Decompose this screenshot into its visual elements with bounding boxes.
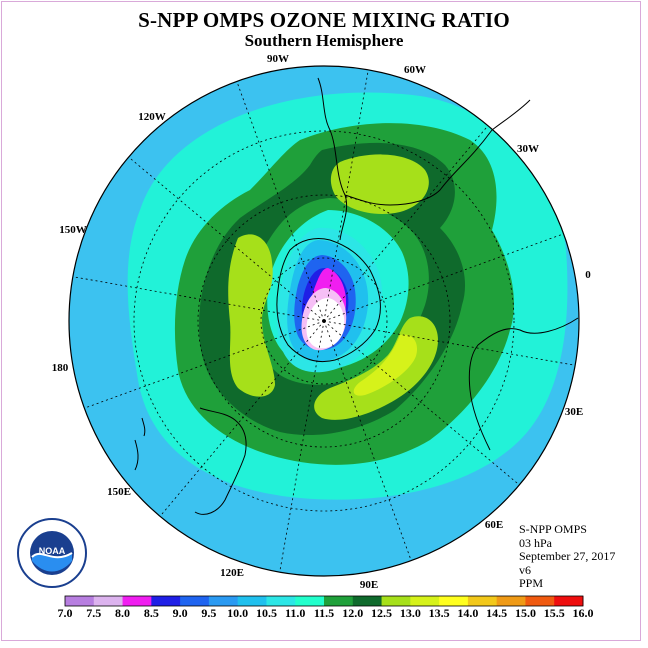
info-units: PPM	[519, 576, 544, 590]
colorbar-tick-label: 14.0	[457, 606, 479, 620]
ozone-lobe-west	[228, 234, 275, 397]
lon-label-60w: 60W	[404, 64, 426, 76]
colorbar-tick-label: 14.5	[486, 606, 508, 620]
image-frame	[1, 1, 641, 641]
map-title: S-NPP OMPS OZONE MIXING RATIO	[138, 8, 510, 32]
colorbar-tick-label: 13.5	[428, 606, 450, 620]
south-pole	[322, 319, 326, 323]
colorbar-tick-label: 11.5	[313, 606, 335, 620]
lon-label-0: 0	[585, 269, 591, 281]
info-instrument: S-NPP OMPS	[519, 522, 587, 536]
coastlines	[134, 77, 579, 515]
lon-label-150w: 150W	[59, 224, 87, 236]
ozone-lobe-east-core	[353, 334, 418, 396]
lon-label-90w: 90W	[267, 53, 289, 65]
colorbar-tick-label: 10.0	[227, 606, 249, 620]
colorbar-tick-label: 15.0	[514, 606, 536, 620]
australia-coast	[194, 407, 247, 515]
info-panel: S-NPP OMPS 03 hPa September 27, 2017 v6 …	[519, 522, 616, 591]
antarctica-coast	[276, 237, 381, 363]
colorbar-tick-label: 13.0	[399, 606, 421, 620]
lon-label-180: 180	[52, 362, 69, 374]
colorbar-tick-label: 15.5	[543, 606, 565, 620]
noaa-logo: NOAA	[17, 518, 87, 588]
new-zealand-coast	[134, 417, 146, 471]
colorbar-tick-label: 8.5	[143, 606, 159, 620]
colorbar-tick-label: 11.0	[285, 606, 306, 620]
lon-label-120w: 120W	[138, 111, 166, 123]
colorbar-tick-label: 7.5	[86, 606, 102, 620]
map-subtitle: Southern Hemisphere	[244, 31, 404, 50]
south-america-coast	[317, 77, 531, 241]
colorbar-tick-label: 12.5	[371, 606, 393, 620]
map-border	[68, 65, 580, 577]
lon-label-150e: 150E	[107, 486, 131, 498]
colorbar-tick-label: 9.5	[201, 606, 217, 620]
colorbar-tick-label: 12.0	[342, 606, 364, 620]
info-level: 03 hPa	[519, 535, 552, 550]
colorbar-tick-label: 9.0	[172, 606, 188, 620]
colorbar-tick-label: 10.5	[255, 606, 277, 620]
colorbar-tick-label: 16.0	[572, 606, 594, 620]
info-version: v6	[519, 562, 531, 577]
lon-label-90e: 90E	[360, 579, 378, 591]
africa-coast	[468, 317, 579, 451]
ozone-region-7.0-7.5	[306, 298, 345, 349]
lon-label-60e: 60E	[485, 519, 503, 531]
lon-label-120e: 120E	[220, 567, 244, 579]
colorbar-tick-label: 7.0	[57, 606, 73, 620]
noaa-logo-text: NOAA	[39, 546, 66, 556]
lon-label-30e: 30E	[565, 406, 583, 418]
longitude-labels: 90W 60W 30W 0 30E 60E 90E 120E 150E 180 …	[52, 53, 592, 591]
info-date: September 27, 2017	[519, 549, 616, 563]
graticule	[133, 130, 515, 512]
lon-label-30w: 30W	[517, 143, 539, 155]
colorbar-tick-label: 8.0	[115, 606, 131, 620]
